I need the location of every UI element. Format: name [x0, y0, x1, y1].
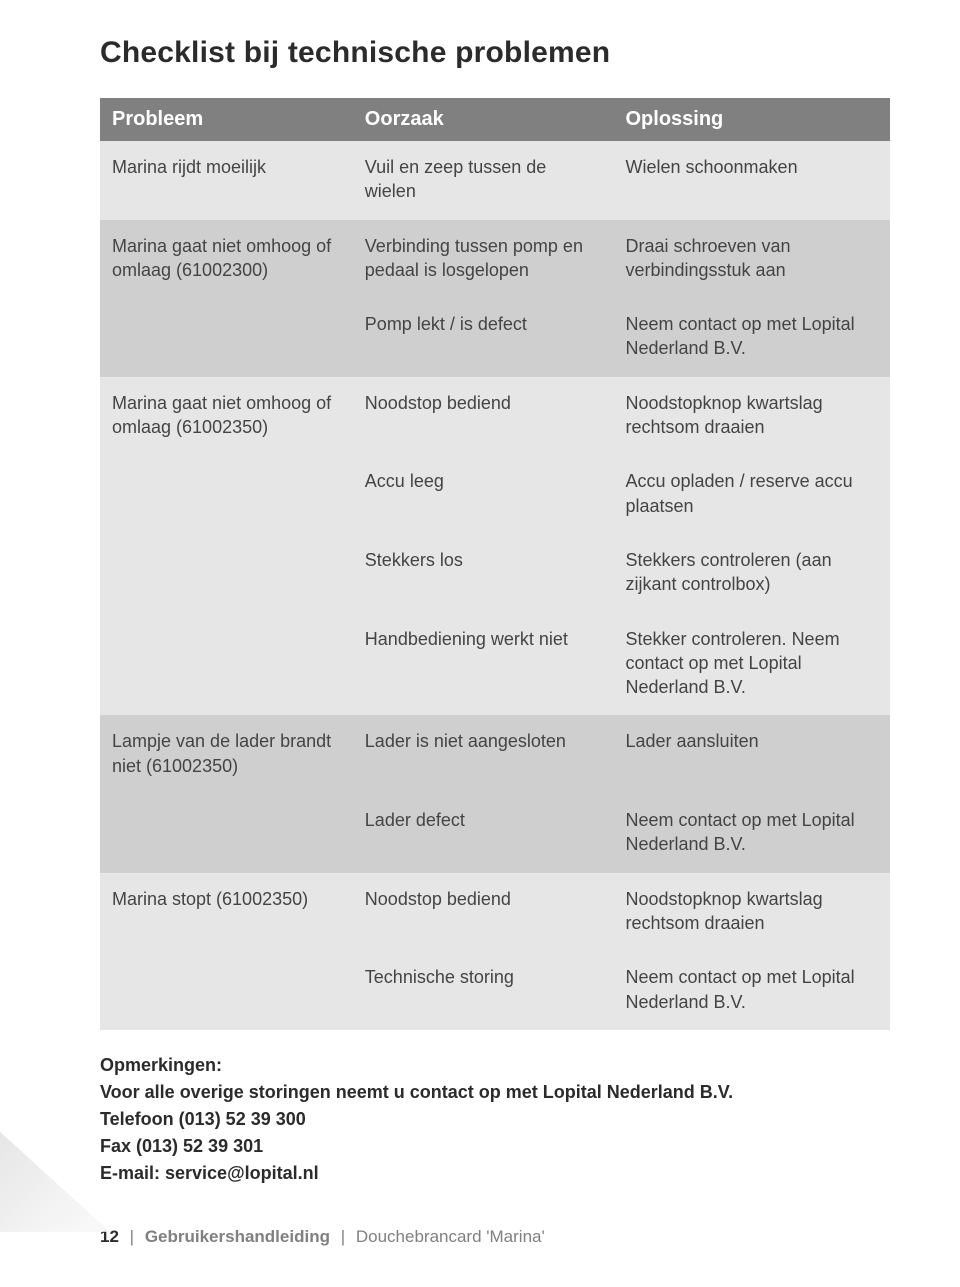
cell-problem: Marina gaat niet omhoog of omlaag (61002…: [100, 220, 353, 299]
table-row: Marina gaat niet omhoog of omlaag (61002…: [100, 377, 890, 456]
notes-line: E-mail: service@lopital.nl: [100, 1160, 890, 1187]
cell-solution: Noodstopknop kwartslag rechtsom draaien: [613, 377, 890, 456]
col-solution: Oplossing: [613, 98, 890, 141]
table-row: Handbediening werkt niet Stekker control…: [100, 613, 890, 716]
table-row: Lampje van de lader brandt niet (6100235…: [100, 715, 890, 794]
footer-separator: |: [335, 1227, 351, 1246]
guide-label: Gebruikershandleiding: [145, 1227, 330, 1246]
decorative-corner: [0, 1132, 110, 1232]
cell-problem: [100, 613, 353, 716]
cell-problem: [100, 951, 353, 1030]
notes-heading: Opmerkingen:: [100, 1052, 890, 1079]
cell-solution: Draai schroeven van verbindingsstuk aan: [613, 220, 890, 299]
table-row: Marina rijdt moeilijk Vuil en zeep tusse…: [100, 141, 890, 220]
cell-problem: [100, 534, 353, 613]
notes-line: Voor alle overige storingen neemt u cont…: [100, 1079, 890, 1106]
cell-cause: Technische storing: [353, 951, 614, 1030]
table-row: Marina gaat niet omhoog of omlaag (61002…: [100, 220, 890, 299]
notes-line: Fax (013) 52 39 301: [100, 1133, 890, 1160]
cell-solution: Lader aansluiten: [613, 715, 890, 794]
notes-block: Opmerkingen: Voor alle overige storingen…: [100, 1052, 890, 1187]
cell-cause: Accu leeg: [353, 455, 614, 534]
footer-separator: |: [124, 1227, 140, 1246]
table-header-row: Probleem Oorzaak Oplossing: [100, 98, 890, 141]
cell-cause: Lader is niet aangesloten: [353, 715, 614, 794]
cell-solution: Accu opladen / reserve accu plaatsen: [613, 455, 890, 534]
page: Checklist bij technische problemen Probl…: [0, 0, 960, 1287]
cell-solution: Stekker controleren. Neem contact op met…: [613, 613, 890, 716]
col-problem: Probleem: [100, 98, 353, 141]
cell-cause: Stekkers los: [353, 534, 614, 613]
table-row: Marina stopt (61002350) Noodstop bediend…: [100, 873, 890, 952]
cell-problem: Lampje van de lader brandt niet (6100235…: [100, 715, 353, 794]
cell-solution: Stekkers controleren (aan zijkant contro…: [613, 534, 890, 613]
notes-line: Telefoon (013) 52 39 300: [100, 1106, 890, 1133]
cell-solution: Wielen schoonmaken: [613, 141, 890, 220]
cell-cause: Lader defect: [353, 794, 614, 873]
cell-problem: [100, 455, 353, 534]
cell-cause: Noodstop bediend: [353, 377, 614, 456]
table-row: Stekkers los Stekkers controleren (aan z…: [100, 534, 890, 613]
footer: 12 | Gebruikershandleiding | Douchebranc…: [100, 1227, 890, 1247]
cell-problem: [100, 794, 353, 873]
cell-problem: [100, 298, 353, 377]
cell-solution: Neem contact op met Lopital Nederland B.…: [613, 794, 890, 873]
cell-cause: Handbediening werkt niet: [353, 613, 614, 716]
doc-title: Douchebrancard 'Marina': [356, 1227, 545, 1246]
cell-solution: Neem contact op met Lopital Nederland B.…: [613, 951, 890, 1030]
cell-solution: Noodstopknop kwartslag rechtsom draaien: [613, 873, 890, 952]
table-body: Marina rijdt moeilijk Vuil en zeep tusse…: [100, 141, 890, 1030]
cell-problem: Marina gaat niet omhoog of omlaag (61002…: [100, 377, 353, 456]
cell-problem: Marina rijdt moeilijk: [100, 141, 353, 220]
cell-cause: Vuil en zeep tussen de wielen: [353, 141, 614, 220]
page-title: Checklist bij technische problemen: [100, 36, 890, 70]
table-row: Accu leeg Accu opladen / reserve accu pl…: [100, 455, 890, 534]
checklist-table: Probleem Oorzaak Oplossing Marina rijdt …: [100, 98, 890, 1030]
table-row: Pomp lekt / is defect Neem contact op me…: [100, 298, 890, 377]
cell-cause: Verbinding tussen pomp en pedaal is losg…: [353, 220, 614, 299]
cell-solution: Neem contact op met Lopital Nederland B.…: [613, 298, 890, 377]
cell-cause: Noodstop bediend: [353, 873, 614, 952]
cell-problem: Marina stopt (61002350): [100, 873, 353, 952]
cell-cause: Pomp lekt / is defect: [353, 298, 614, 377]
table-row: Technische storing Neem contact op met L…: [100, 951, 890, 1030]
col-cause: Oorzaak: [353, 98, 614, 141]
table-row: Lader defect Neem contact op met Lopital…: [100, 794, 890, 873]
